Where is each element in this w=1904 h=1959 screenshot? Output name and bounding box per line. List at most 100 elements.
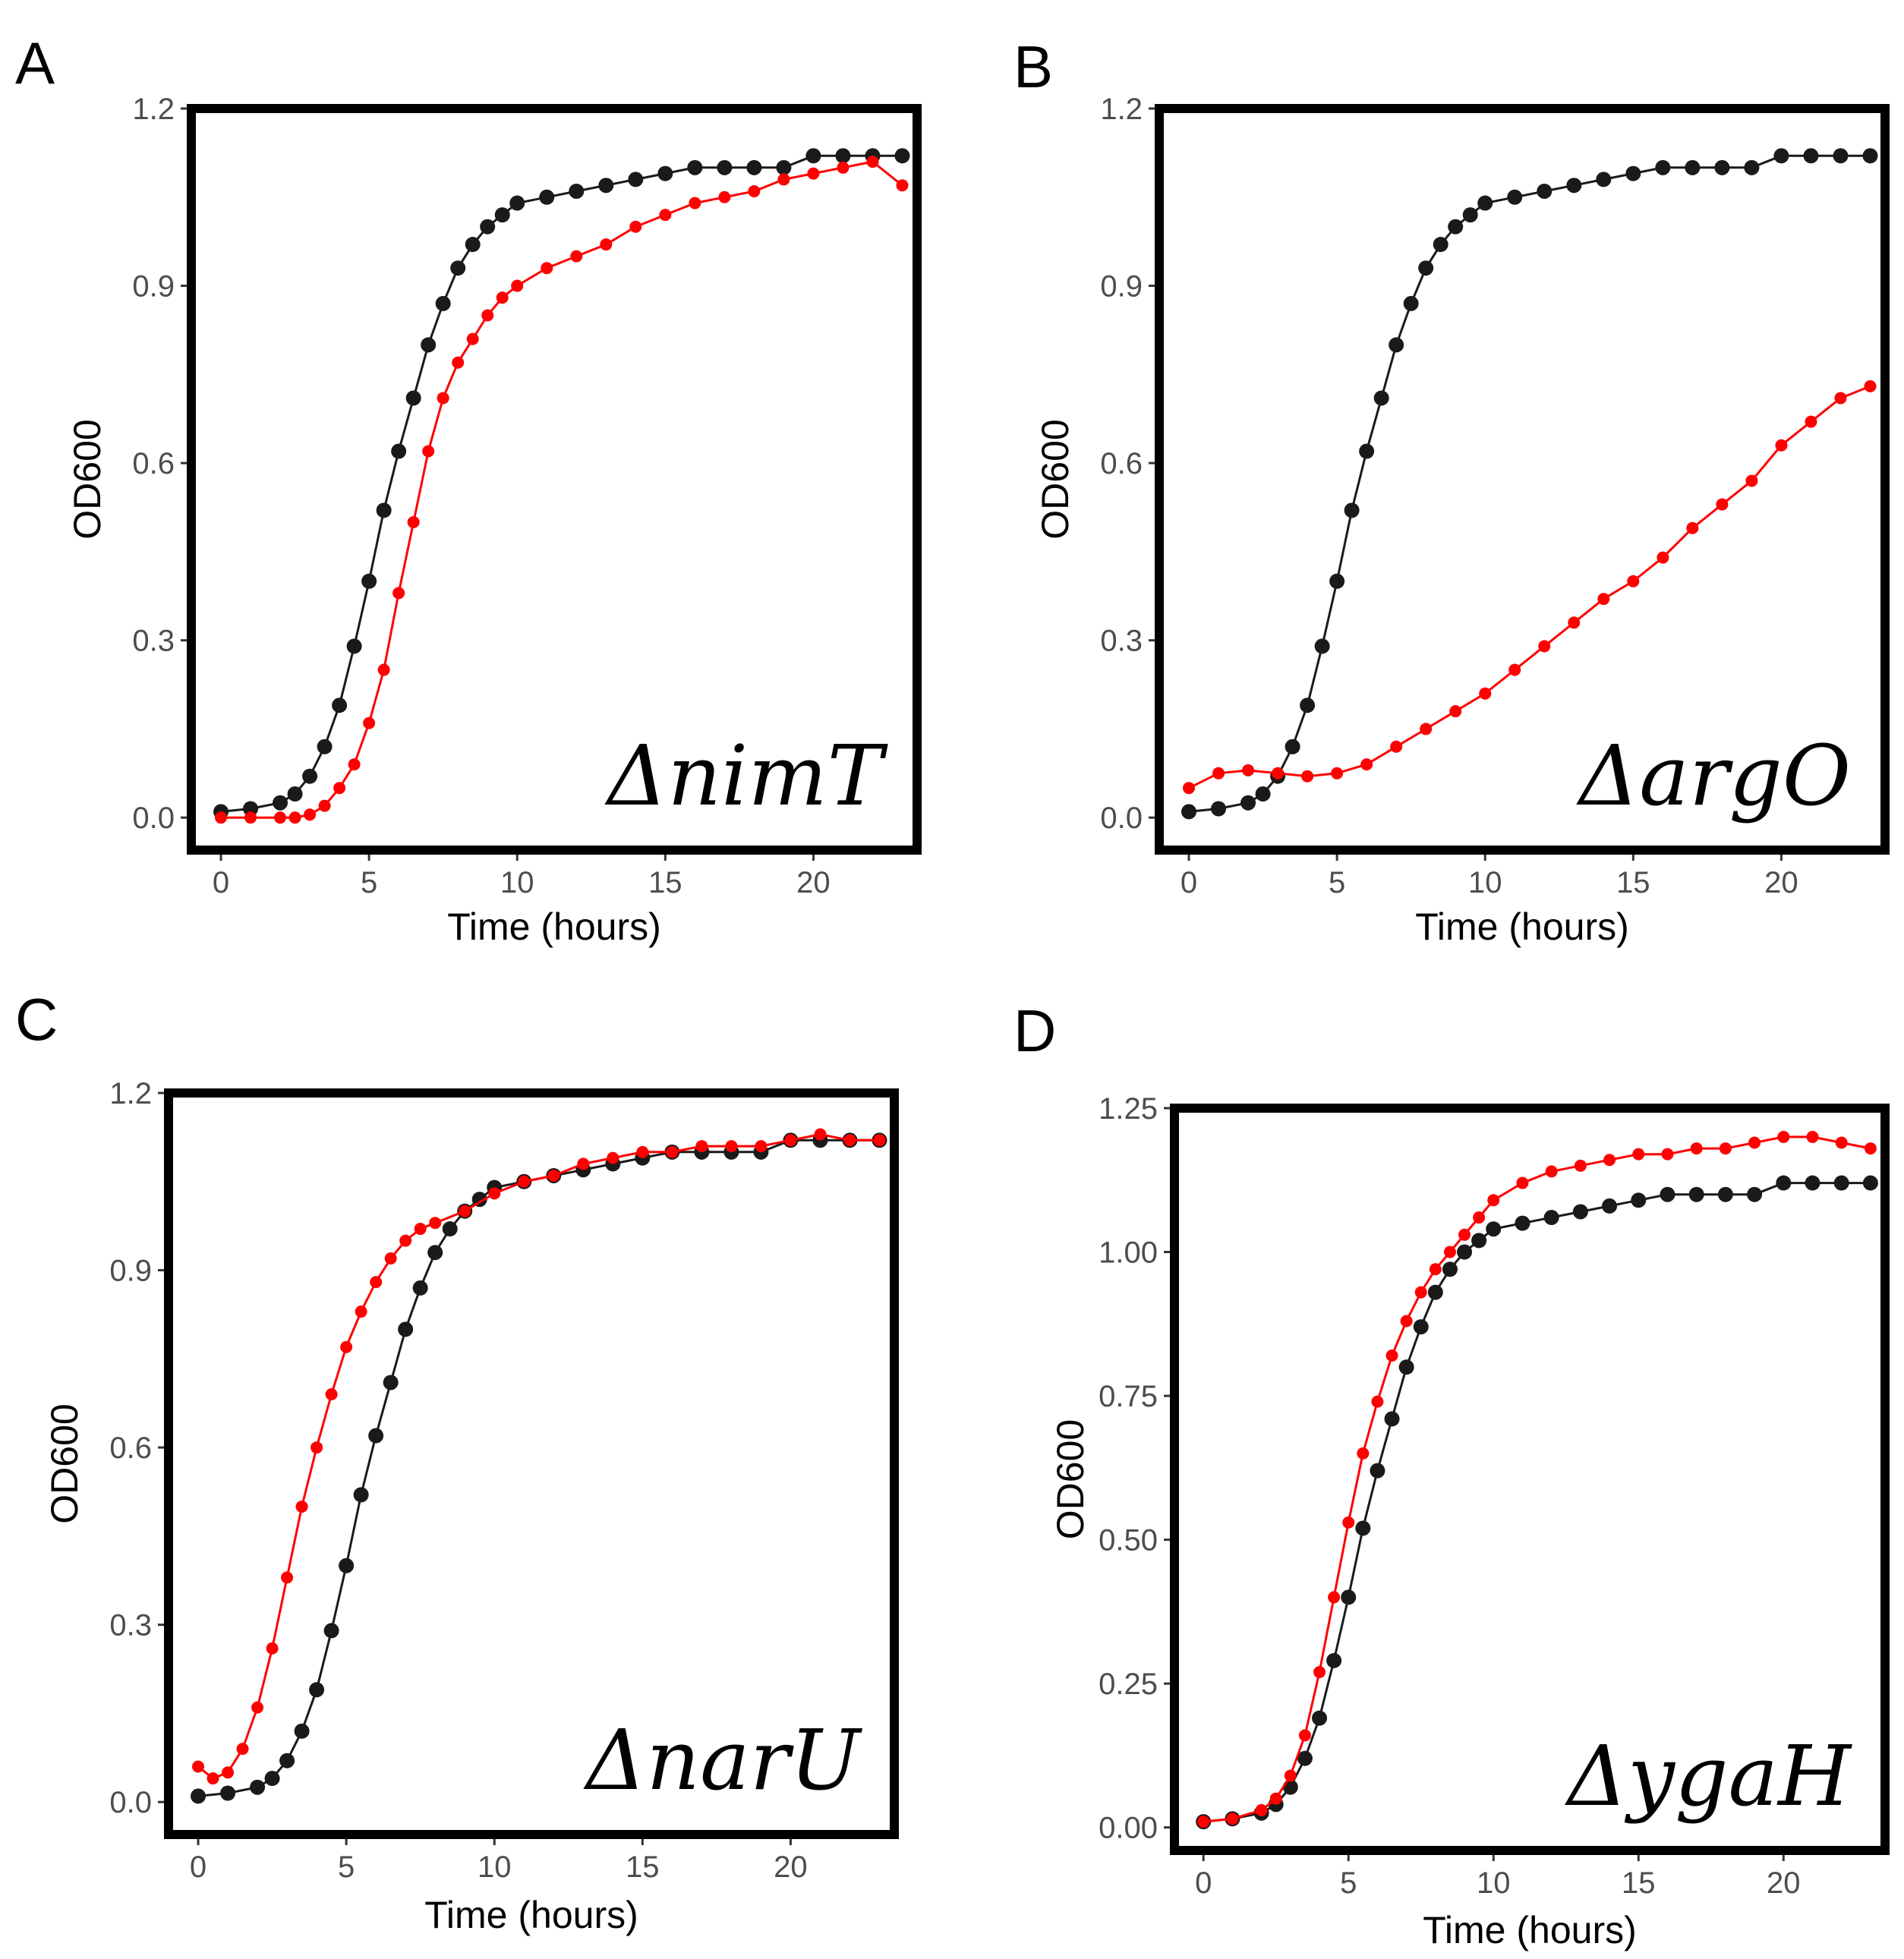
data-point-control (1384, 1411, 1400, 1427)
y-axis-title: OD600 (43, 1403, 86, 1523)
data-point-control (309, 1682, 325, 1698)
data-point-mutant (1479, 687, 1492, 700)
x-tick-label: 10 (478, 1850, 512, 1884)
series-mutant (1183, 380, 1877, 795)
data-point-control (465, 237, 481, 253)
series-mutant (215, 156, 909, 824)
data-point-control (480, 219, 496, 235)
data-point-control (1747, 1186, 1763, 1202)
data-point-mutant (1443, 1246, 1456, 1258)
series-mutant (192, 1128, 886, 1785)
series-line-control (1188, 154, 1871, 813)
data-point-control (1660, 1186, 1675, 1202)
data-point-control (1359, 443, 1375, 459)
data-point-mutant (1269, 1792, 1282, 1805)
data-point-mutant (755, 1140, 768, 1153)
data-point-mutant (295, 1500, 308, 1513)
data-point-control (1341, 1589, 1357, 1605)
data-point-control (1240, 795, 1256, 811)
x-tick-label: 20 (774, 1850, 808, 1884)
data-point-mutant (325, 1388, 338, 1401)
data-point-mutant (718, 191, 731, 203)
y-tick-label: 1.00 (1099, 1236, 1158, 1270)
data-point-mutant (547, 1169, 560, 1182)
data-point-mutant (1473, 1211, 1486, 1224)
data-point-control (1862, 148, 1878, 164)
data-point-mutant (1538, 640, 1551, 653)
y-tick-label: 0.9 (132, 270, 175, 304)
data-point-control (1427, 1284, 1443, 1300)
data-point-mutant (1212, 767, 1225, 780)
data-point-control (421, 337, 437, 353)
data-point-mutant (414, 1223, 427, 1236)
data-point-control (442, 1221, 458, 1237)
data-point-control (1862, 1175, 1878, 1191)
x-tick-label: 5 (361, 866, 377, 899)
data-point-mutant (1371, 1395, 1384, 1408)
x-axis-title: Time (hours) (447, 905, 661, 948)
y-tick-label: 0.25 (1099, 1668, 1158, 1701)
data-point-mutant (452, 356, 465, 369)
data-point-control (1803, 148, 1819, 164)
data-point-control (1398, 1359, 1414, 1375)
data-point-mutant (206, 1772, 219, 1785)
data-point-mutant (1487, 1194, 1500, 1207)
x-axis-title: Time (hours) (424, 1894, 638, 1936)
data-point-mutant (422, 445, 435, 458)
y-tick-label: 0.3 (109, 1609, 152, 1642)
data-point-control (1596, 172, 1612, 187)
panel-label: D (1013, 997, 1056, 1064)
data-point-control (569, 183, 585, 199)
data-point-control (1329, 573, 1345, 589)
panel-c: C 0.0 0.3 0.6 0.9 1.2 0 5 10 15 20 Time (hours) OD60… (15, 986, 899, 1936)
data-point-mutant (1597, 593, 1610, 606)
data-point-control (687, 159, 703, 175)
data-point-mutant (689, 197, 701, 209)
data-point-control (1403, 295, 1419, 311)
data-point-control (894, 148, 910, 164)
data-point-mutant (363, 717, 376, 729)
data-point-control (317, 739, 333, 754)
data-point-control (1776, 1175, 1792, 1191)
x-tick-label: 15 (1616, 866, 1650, 899)
data-point-mutant (1313, 1665, 1326, 1678)
x-tick-label: 15 (1622, 1866, 1656, 1900)
y-tick-label: 0.50 (1099, 1524, 1158, 1557)
data-point-control (361, 573, 377, 589)
data-point-mutant (304, 808, 317, 821)
data-point-control (1572, 1204, 1588, 1220)
y-tick-label: 0.0 (109, 1786, 152, 1819)
data-point-control (383, 1375, 399, 1391)
x-axis-title: Time (hours) (1423, 1909, 1637, 1951)
data-point-control (332, 698, 348, 713)
data-point-control (509, 195, 525, 211)
data-point-control (1282, 1779, 1298, 1795)
data-point-mutant (1197, 1816, 1210, 1828)
data-point-control (1515, 1215, 1530, 1231)
data-point-control (1471, 1233, 1487, 1249)
data-point-control (1773, 148, 1789, 164)
data-point-mutant (466, 332, 479, 345)
data-point-mutant (355, 1305, 367, 1318)
y-tick-label: 0.6 (132, 447, 175, 480)
strain-label: ΔargO (1576, 727, 1851, 824)
data-point-control (598, 178, 614, 194)
data-point-mutant (607, 1151, 619, 1164)
y-tick-label: 0.0 (132, 802, 175, 835)
data-point-control (1507, 189, 1523, 205)
data-point-mutant (244, 811, 257, 824)
series-line-control (197, 1139, 880, 1797)
data-point-control (1433, 237, 1448, 253)
data-point-mutant (1298, 1729, 1311, 1742)
data-point-control (1389, 337, 1404, 353)
data-point-mutant (1632, 1148, 1645, 1161)
data-point-control (250, 1779, 266, 1795)
panel-b: B 0.0 0.3 0.6 0.9 1.2 0 5 10 15 20 Time (hours) OD60… (1013, 33, 1890, 948)
data-point-control (1714, 159, 1730, 175)
data-point-mutant (311, 1441, 323, 1454)
x-tick-label: 0 (1181, 866, 1197, 899)
data-point-mutant (488, 1187, 501, 1200)
series-line-mutant (197, 1132, 880, 1780)
series-line-mutant (1203, 1135, 1871, 1823)
data-point-mutant (1690, 1142, 1703, 1155)
